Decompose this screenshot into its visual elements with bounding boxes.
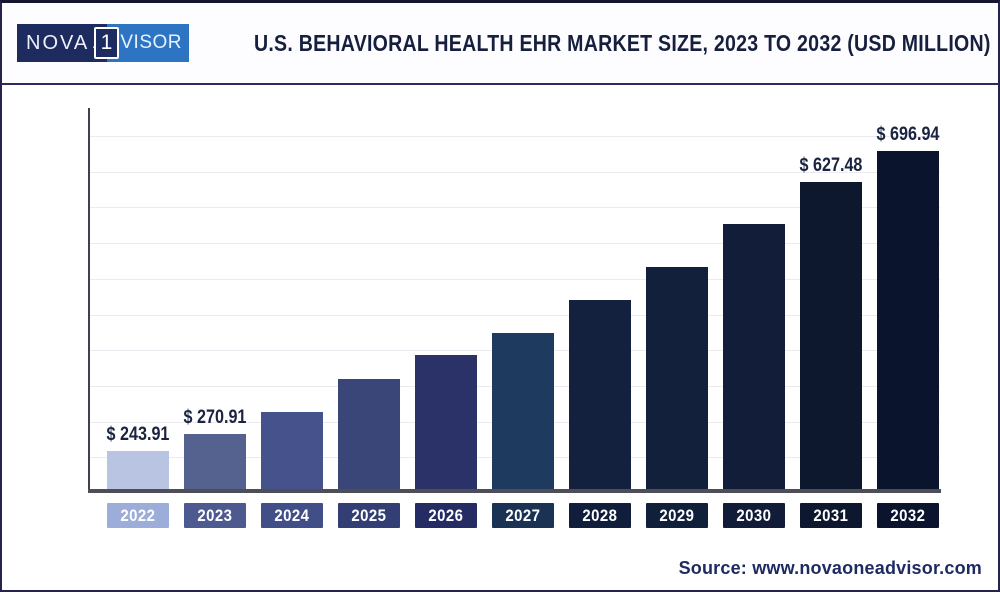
value-label-2032: $ 696.94 — [838, 124, 978, 146]
bar-2028 — [569, 300, 631, 492]
gridline — [89, 314, 940, 316]
chart-title: U.S. BEHAVIORAL HEALTH EHR MARKET SIZE, … — [253, 29, 991, 56]
year-tick-label: 2026 — [428, 505, 464, 525]
x-axis-line — [87, 489, 941, 493]
value-label-text: $ 270.91 — [183, 407, 247, 428]
logo-one-digit: 1 — [100, 31, 113, 54]
year-tick-2029: 2029 — [646, 503, 708, 528]
gridline — [89, 136, 940, 137]
y-axis-line — [87, 108, 90, 493]
year-tick-2031: 2031 — [800, 503, 862, 528]
year-tick-2028: 2028 — [569, 503, 631, 528]
year-tick-label: 2022 — [120, 505, 156, 525]
gridline — [89, 278, 940, 280]
year-tick-label: 2024 — [274, 505, 310, 525]
bar-2024 — [261, 412, 323, 492]
year-tick-2027: 2027 — [492, 503, 554, 528]
bar-2030 — [723, 224, 785, 492]
logo-one-box: 1 — [94, 27, 119, 59]
header: NOVA 1 ADVISOR U.S. BEHAVIORAL HEALTH EH… — [2, 3, 998, 85]
year-tick-label: 2029 — [659, 505, 695, 525]
year-tick-2032: 2032 — [877, 503, 939, 528]
year-tick-2030: 2030 — [723, 503, 785, 528]
bar-2023 — [184, 434, 246, 492]
bar-2026 — [415, 355, 477, 492]
bar-2031 — [800, 182, 862, 492]
bar-2022 — [107, 451, 169, 492]
value-label-2023: $ 270.91 — [145, 407, 285, 429]
year-tick-label: 2027 — [505, 505, 541, 525]
title-container: U.S. BEHAVIORAL HEALTH EHR MARKET SIZE, … — [189, 29, 998, 57]
value-label-2022: $ 243.91 — [68, 424, 208, 446]
bar-2025 — [338, 379, 400, 492]
brand-logo: NOVA 1 ADVISOR — [17, 24, 189, 62]
year-tick-label: 2025 — [351, 505, 387, 525]
bar-2032 — [877, 151, 939, 492]
year-tick-2023: 2023 — [184, 503, 246, 528]
value-label-text: $ 627.48 — [799, 155, 863, 176]
year-tick-2024: 2024 — [261, 503, 323, 528]
bar-chart: 2022 $ 243.91 2023 $ 270.91 2024 2025 2026 2027… — [2, 3, 998, 590]
gridline — [89, 243, 940, 245]
year-tick-2025: 2025 — [338, 503, 400, 528]
year-tick-2022: 2022 — [107, 503, 169, 528]
source-credit: Source: www.novaoneadvisor.com — [678, 558, 982, 578]
value-label-2031: $ 627.48 — [761, 155, 901, 177]
gridline — [89, 207, 940, 209]
year-tick-2026: 2026 — [415, 503, 477, 528]
year-tick-label: 2031 — [813, 505, 849, 525]
year-tick-label: 2028 — [582, 505, 618, 525]
value-label-text: $ 243.91 — [106, 424, 170, 445]
bar-2027 — [492, 333, 554, 492]
gridline — [89, 171, 940, 173]
logo-text-nova: NOVA — [17, 24, 107, 62]
year-tick-label: 2030 — [736, 505, 772, 525]
year-tick-label: 2023 — [197, 505, 233, 525]
bar-2029 — [646, 267, 708, 492]
value-label-text: $ 696.94 — [876, 124, 940, 145]
year-tick-label: 2032 — [890, 505, 926, 525]
